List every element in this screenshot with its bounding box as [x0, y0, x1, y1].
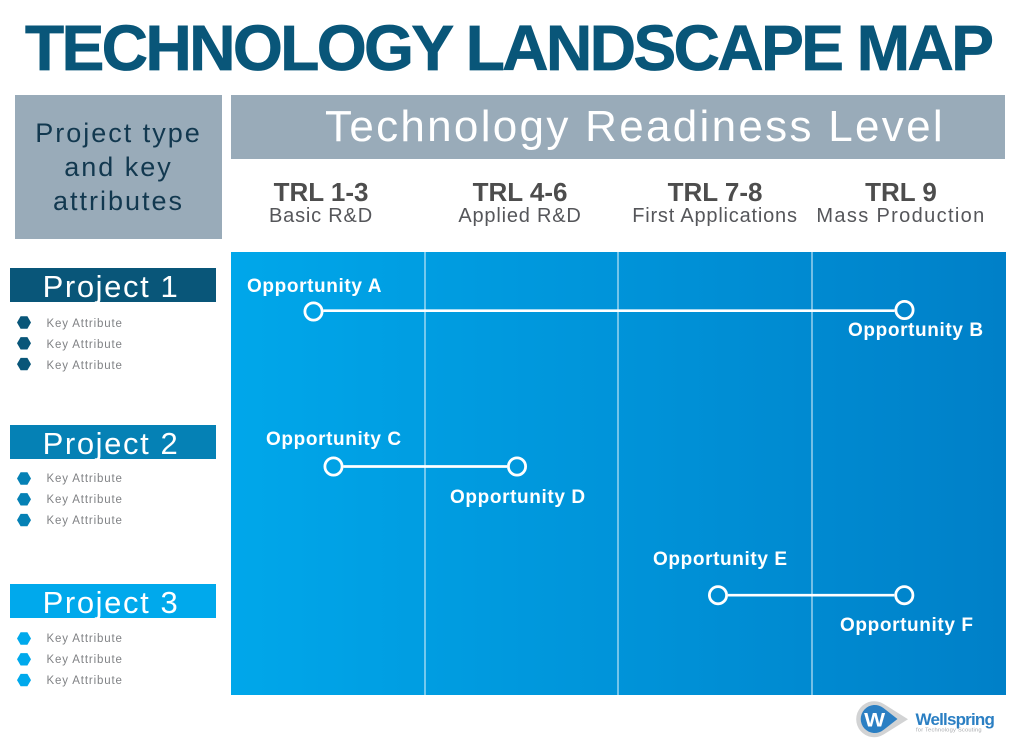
- svg-text:W: W: [864, 710, 885, 731]
